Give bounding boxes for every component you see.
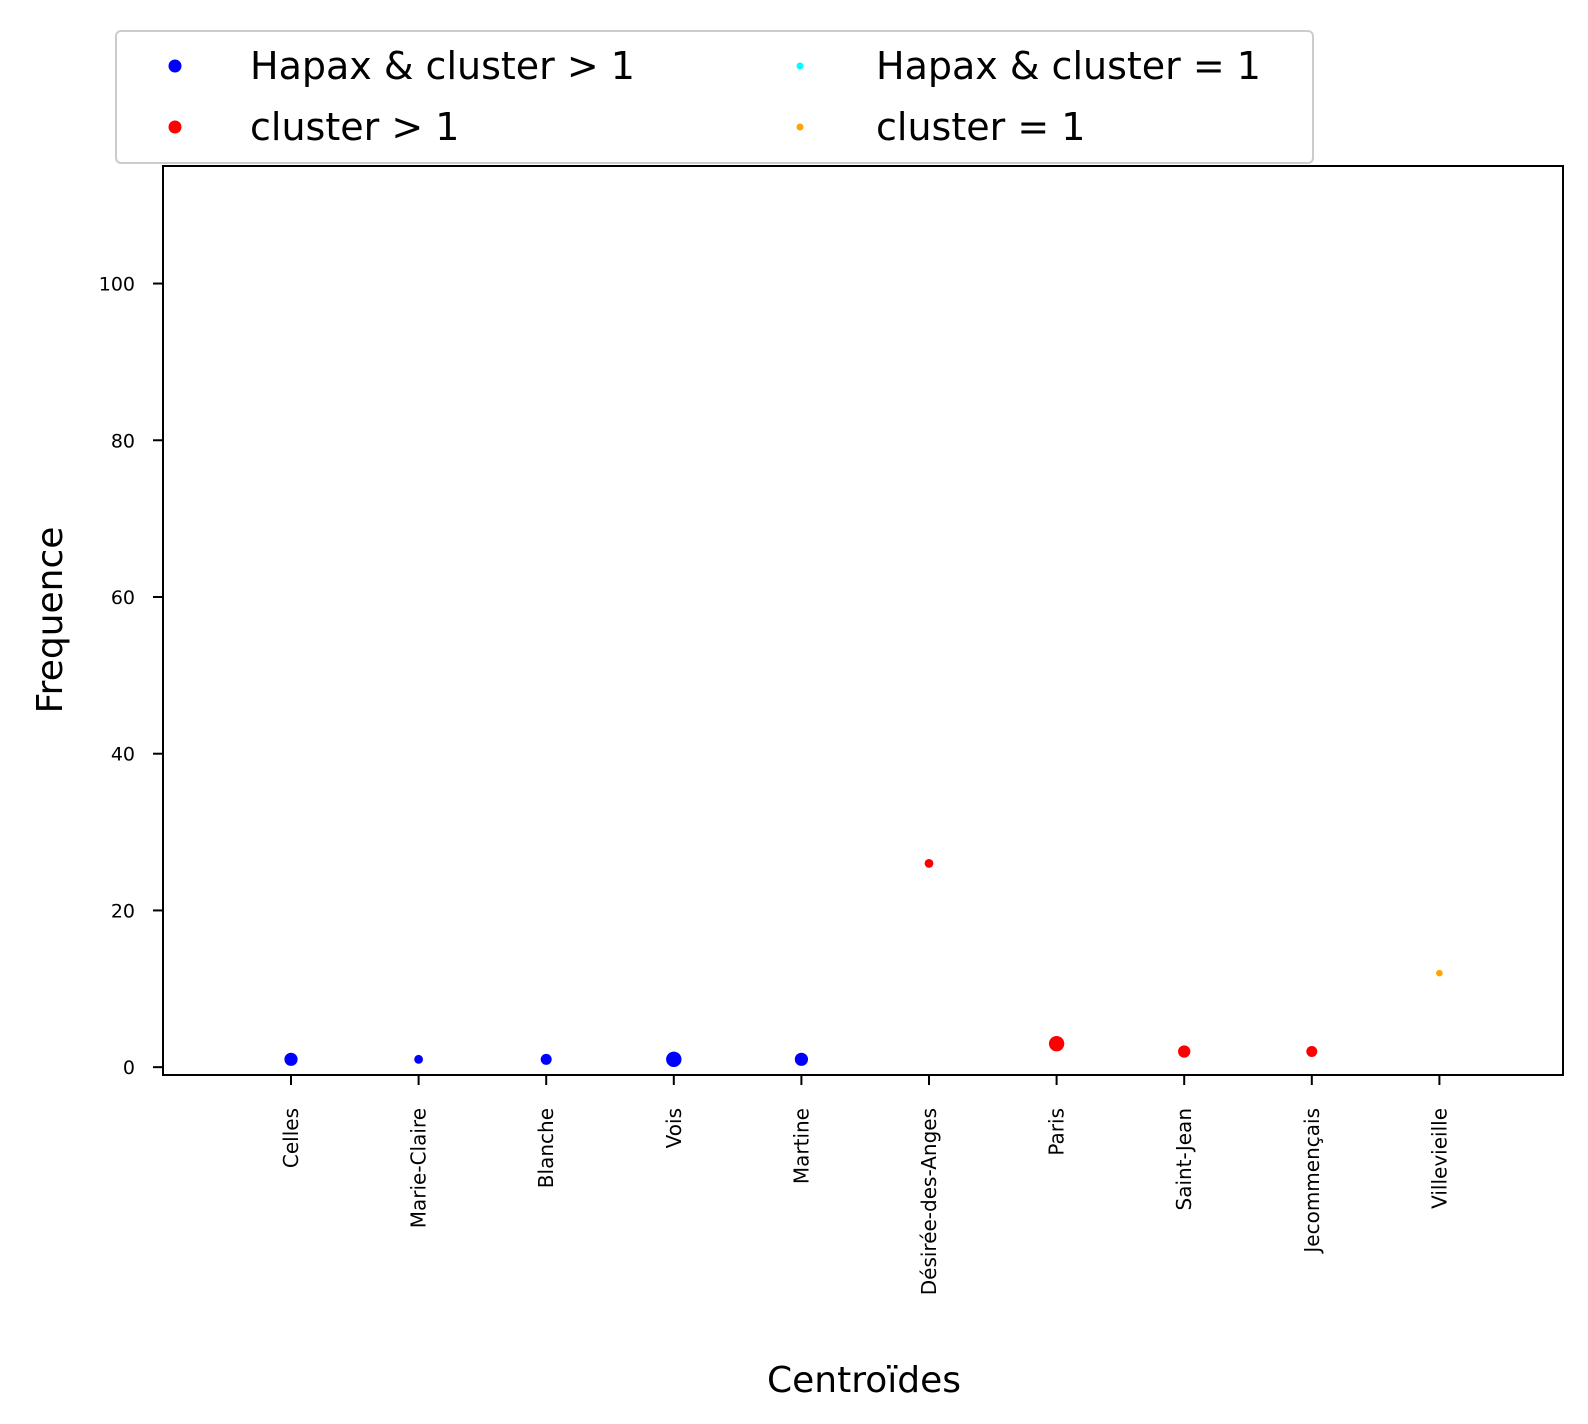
y-tick-label: 0 [123,1057,135,1079]
y-tick-label: 100 [99,274,135,296]
data-point [1178,1045,1191,1058]
legend-marker [796,123,804,131]
x-tick-label: Vois [662,1108,686,1148]
legend-items: Hapax & cluster > 1 cluster > 1 Hapax & cl… [168,44,1261,149]
x-tick-label: Celles [279,1108,303,1168]
data-point [284,1052,298,1066]
y-axis-ticks: 0 20 40 60 80 100 [99,274,163,1079]
y-tick-label: 60 [111,587,135,609]
y-tick-label: 80 [111,430,135,452]
data-point [1436,969,1443,977]
data-point [924,859,934,868]
legend-label: Hapax & cluster = 1 [876,44,1261,88]
data-point [1048,1035,1065,1052]
x-tick-label: Saint-Jean [1172,1108,1196,1211]
data-point [1306,1045,1318,1057]
x-axis-label: Centroïdes [767,1360,961,1401]
x-axis-ticks: Celles Marie-Claire Blanche Vois Martine Dési… [279,1075,1451,1295]
data-point [540,1053,552,1065]
legend: Hapax & cluster > 1 cluster > 1 Hapax & cl… [115,30,1314,164]
legend-label: cluster = 1 [876,105,1085,149]
data-point [414,1054,423,1064]
data-points [284,859,1443,1068]
legend-marker [168,59,182,73]
x-tick-label: Villevieille [1427,1108,1451,1209]
legend-marker [796,62,804,70]
x-tick-label: Paris [1045,1108,1069,1156]
y-axis-label: Frequence [30,527,71,714]
data-point [666,1051,682,1068]
y-tick-label: 20 [111,900,135,922]
plot-area [162,165,1564,1076]
legend-label: Hapax & cluster > 1 [250,44,635,88]
x-tick-label: Blanche [534,1108,558,1188]
legend-label: cluster > 1 [250,105,459,149]
data-point [794,1052,809,1066]
x-tick-label: Martine [789,1108,813,1184]
y-tick-label: 40 [111,744,135,766]
x-tick-label: Marie-Claire [407,1108,431,1228]
x-tick-label: Jecommençais [1300,1108,1324,1255]
legend-box [115,30,1314,164]
x-tick-label: Désirée-des-Anges [917,1108,941,1295]
legend-marker [168,120,182,134]
